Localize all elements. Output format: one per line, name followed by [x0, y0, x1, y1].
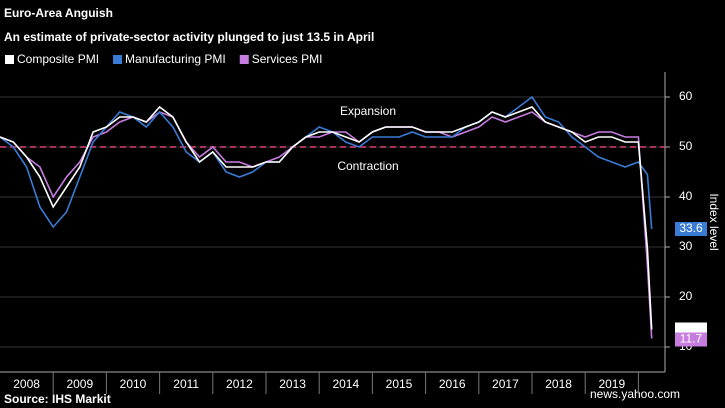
- y-tick-label: 20: [679, 289, 693, 303]
- x-tick-label: 2011: [173, 377, 199, 391]
- end-label: 11.7: [680, 332, 703, 346]
- x-tick-label: 2008: [13, 377, 40, 391]
- end-label-box: [675, 332, 707, 347]
- end-label: 13.5: [679, 322, 703, 336]
- chart-subtitle: An estimate of private-sector activity p…: [4, 30, 374, 44]
- series-line: [0, 111, 653, 339]
- legend-label: Services PMI: [252, 52, 323, 66]
- x-tick-label: 2014: [332, 377, 359, 391]
- end-label: 33.6: [679, 221, 703, 235]
- legend-swatch: [239, 55, 249, 64]
- x-tick-label: 2012: [226, 377, 253, 391]
- x-tick-label: 2013: [279, 377, 306, 391]
- legend-label: Composite PMI: [17, 52, 99, 66]
- y-tick-label: 30: [679, 239, 693, 253]
- x-tick-label: 2009: [66, 377, 93, 391]
- series-line: [0, 105, 653, 330]
- legend-label: Manufacturing PMI: [125, 52, 226, 66]
- x-tick-label: 2015: [386, 377, 413, 391]
- legend-swatch: [113, 55, 123, 64]
- y-axis-label: Index level: [707, 193, 721, 250]
- x-tick-label: 2010: [120, 377, 147, 391]
- series-line: [0, 95, 653, 230]
- x-tick-label: 2016: [439, 377, 466, 391]
- end-label-box: [675, 222, 707, 236]
- y-tick-label: 60: [679, 89, 693, 103]
- chart-title: Euro-Area Anguish: [4, 6, 113, 20]
- watermark: news.yahoo.com: [590, 387, 680, 401]
- x-tick-label: 2018: [545, 377, 572, 391]
- annotation: Contraction: [337, 159, 398, 173]
- x-tick-label: 2019: [598, 377, 625, 391]
- y-tick-label: 40: [679, 189, 693, 203]
- source: Source: IHS Markit: [4, 392, 111, 406]
- annotation: Expansion: [340, 104, 396, 118]
- legend-swatch: [5, 55, 14, 64]
- x-tick-label: 2017: [492, 377, 519, 391]
- y-tick-label: 50: [679, 139, 693, 153]
